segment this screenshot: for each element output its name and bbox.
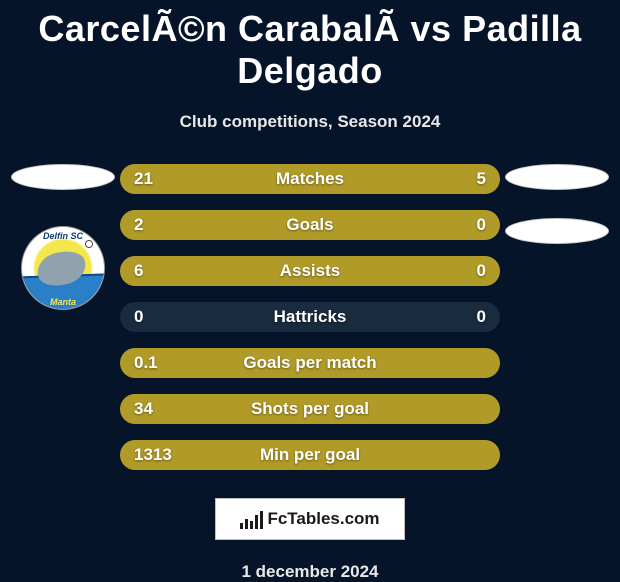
stat-row: 60Assists — [120, 256, 500, 286]
stat-bar-left — [120, 256, 500, 286]
stat-bar-full — [120, 348, 500, 378]
comparison-content: Delfin SC Manta 215Matches 20Goals 60Assis… — [0, 164, 620, 470]
stat-row: 0 0Hattricks — [120, 302, 500, 332]
player-left-column: Delfin SC Manta — [8, 164, 118, 310]
player-left-photo-placeholder — [11, 164, 115, 190]
chart-icon — [240, 509, 263, 529]
player-left-club-logo: Delfin SC Manta — [21, 226, 105, 310]
stat-row: 0.1Goals per match — [120, 348, 500, 378]
footer-brand-text: FcTables.com — [267, 509, 379, 529]
player-right-column — [502, 164, 612, 272]
page-date: 1 december 2024 — [0, 562, 620, 582]
stat-bar-left — [120, 164, 427, 194]
stat-bar-left — [120, 210, 500, 240]
player-right-photo-placeholder — [505, 164, 609, 190]
dolphin-icon — [33, 246, 89, 290]
page-subtitle: Club competitions, Season 2024 — [0, 112, 620, 132]
stat-value-right: 0 — [477, 302, 486, 332]
stat-row: 215Matches — [120, 164, 500, 194]
stat-bar-full — [120, 440, 500, 470]
stat-row: 34Shots per goal — [120, 394, 500, 424]
page-title: CarcelÃ©n CarabalÃ­ vs Padilla Delgado — [0, 0, 620, 92]
stat-bar-right — [427, 164, 500, 194]
stat-row: 1313Min per goal — [120, 440, 500, 470]
stat-label: Hattricks — [120, 302, 500, 332]
footer-brand-badge: FcTables.com — [215, 498, 405, 540]
stat-bar-full — [120, 394, 500, 424]
club-logo-bottom-text: Manta — [22, 297, 104, 307]
stat-row: 20Goals — [120, 210, 500, 240]
player-right-club-placeholder — [505, 218, 609, 244]
ball-icon — [84, 239, 94, 249]
stat-value-left: 0 — [134, 302, 143, 332]
stats-list: 215Matches 20Goals 60Assists 0 0Hattricks 0.1… — [120, 164, 500, 470]
